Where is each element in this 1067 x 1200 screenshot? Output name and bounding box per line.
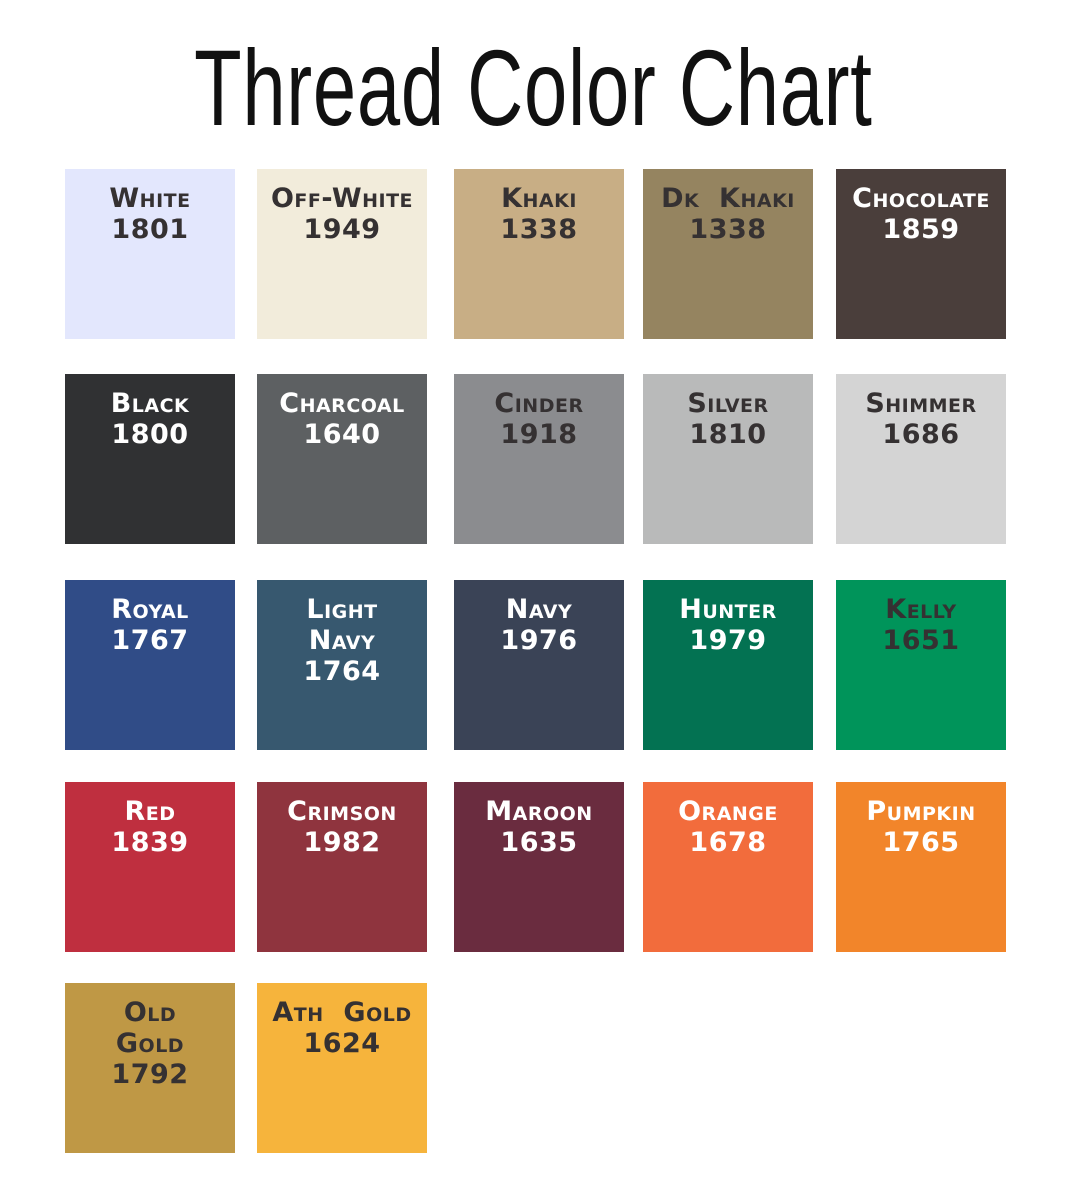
swatch-code: 1859 bbox=[882, 214, 960, 245]
swatch-name: Navy bbox=[505, 594, 573, 625]
page-title: Thread Color Chart bbox=[194, 27, 873, 148]
swatch-name: Shimmer bbox=[865, 388, 977, 419]
swatch-name: Black bbox=[110, 388, 190, 419]
color-swatch: Maroon 1635 bbox=[454, 782, 624, 952]
swatch-name: Khaki bbox=[501, 183, 577, 214]
color-swatch: Navy 1976 bbox=[454, 580, 624, 750]
swatch-code: 1839 bbox=[111, 827, 189, 858]
swatch-name: Silver bbox=[687, 388, 769, 419]
color-swatch: Old Gold 1792 bbox=[65, 983, 235, 1153]
swatch-code: 1764 bbox=[303, 656, 381, 687]
swatch-code: 1338 bbox=[500, 214, 578, 245]
swatch-name: Pumpkin bbox=[866, 796, 976, 827]
swatch-code: 1976 bbox=[500, 625, 578, 656]
swatch-code: 1635 bbox=[500, 827, 578, 858]
color-swatch: Shimmer 1686 bbox=[836, 374, 1006, 544]
swatch-code: 1949 bbox=[303, 214, 381, 245]
swatch-code: 1979 bbox=[689, 625, 767, 656]
swatch-name: Dk Khaki bbox=[661, 183, 795, 214]
swatch-code: 1651 bbox=[882, 625, 960, 656]
color-swatch: Off-White 1949 bbox=[257, 169, 427, 339]
swatch-name: Orange bbox=[678, 796, 778, 827]
swatch-code: 1767 bbox=[111, 625, 189, 656]
swatch-name: Gold bbox=[115, 1028, 185, 1059]
swatch-code: 1982 bbox=[303, 827, 381, 858]
swatch-code: 1801 bbox=[111, 214, 189, 245]
swatch-name: Hunter bbox=[679, 594, 777, 625]
swatch-name: Charcoal bbox=[279, 388, 405, 419]
color-swatch: Cinder 1918 bbox=[454, 374, 624, 544]
color-swatch: Pumpkin 1765 bbox=[836, 782, 1006, 952]
color-swatch: Charcoal 1640 bbox=[257, 374, 427, 544]
swatch-name: Off-White bbox=[270, 183, 414, 214]
color-swatch: Khaki 1338 bbox=[454, 169, 624, 339]
swatch-code: 1800 bbox=[111, 419, 189, 450]
color-swatch: Ath Gold 1624 bbox=[257, 983, 427, 1153]
color-swatch: Kelly 1651 bbox=[836, 580, 1006, 750]
swatch-name: Ath Gold bbox=[272, 997, 412, 1028]
swatch-code: 1686 bbox=[882, 419, 960, 450]
color-swatch: Hunter 1979 bbox=[643, 580, 813, 750]
color-swatch: Chocolate 1859 bbox=[836, 169, 1006, 339]
swatch-name: Light bbox=[306, 594, 378, 625]
color-swatch: Dk Khaki 1338 bbox=[643, 169, 813, 339]
swatch-name: Red bbox=[124, 796, 176, 827]
swatch-code: 1792 bbox=[111, 1059, 189, 1090]
swatch-name: Royal bbox=[111, 594, 189, 625]
color-swatch: Black 1800 bbox=[65, 374, 235, 544]
color-swatch: Orange 1678 bbox=[643, 782, 813, 952]
swatch-code: 1918 bbox=[500, 419, 578, 450]
swatch-name: White bbox=[109, 183, 191, 214]
swatch-code: 1810 bbox=[689, 419, 767, 450]
color-swatch: Crimson 1982 bbox=[257, 782, 427, 952]
swatch-code: 1678 bbox=[689, 827, 767, 858]
swatch-name: Old bbox=[123, 997, 177, 1028]
color-swatch: White 1801 bbox=[65, 169, 235, 339]
swatch-name: Crimson bbox=[287, 796, 397, 827]
swatch-code: 1338 bbox=[689, 214, 767, 245]
color-swatch: Light Navy 1764 bbox=[257, 580, 427, 750]
color-swatch: Royal 1767 bbox=[65, 580, 235, 750]
color-swatch: Red 1839 bbox=[65, 782, 235, 952]
swatch-name: Navy bbox=[308, 625, 376, 656]
swatch-code: 1640 bbox=[303, 419, 381, 450]
swatch-code: 1765 bbox=[882, 827, 960, 858]
swatch-name: Chocolate bbox=[852, 183, 990, 214]
swatch-name: Kelly bbox=[885, 594, 957, 625]
swatch-name: Maroon bbox=[485, 796, 593, 827]
color-swatch: Silver 1810 bbox=[643, 374, 813, 544]
swatch-name: Cinder bbox=[494, 388, 584, 419]
swatch-code: 1624 bbox=[303, 1028, 381, 1059]
